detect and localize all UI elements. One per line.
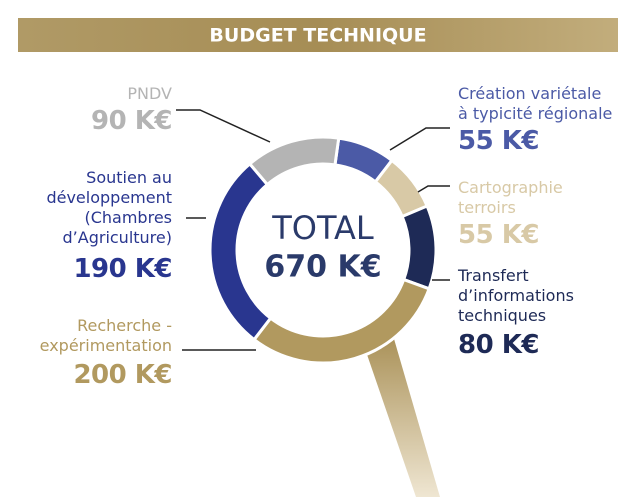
magnifier-handle — [362, 332, 440, 497]
total-value: 670 K€ — [264, 250, 381, 285]
segment-value: 55 K€ — [458, 126, 539, 156]
segment-label: Recherche - expérimentation — [39, 316, 172, 355]
chart-title: BUDGET TECHNIQUE — [209, 25, 426, 47]
leader-line — [389, 127, 450, 151]
leader-line — [176, 109, 271, 143]
donut — [208, 135, 438, 365]
donut-segment — [247, 135, 341, 187]
segment-label: Transfert d’informations techniques — [458, 266, 574, 325]
segment-label: Soutien au développement (Chambres d’Agr… — [46, 168, 172, 247]
segment-value: 200 K€ — [73, 360, 172, 390]
segment-value: 80 K€ — [458, 330, 539, 360]
total-title: TOTAL — [271, 209, 374, 247]
leader-line — [417, 185, 450, 193]
segment-label: PNDV — [127, 84, 172, 103]
donut-segment — [208, 161, 273, 342]
segment-value: 90 K€ — [91, 106, 172, 136]
donut-segment — [252, 277, 432, 365]
segment-label: Cartographie terroirs — [458, 178, 563, 217]
segment-value: 190 K€ — [73, 254, 172, 284]
leader-lines — [176, 109, 450, 351]
segment-label: Création variétale à typicité régionale — [458, 84, 613, 123]
title-banner — [18, 18, 618, 52]
donut-segment — [400, 204, 438, 291]
segment-value: 55 K€ — [458, 220, 539, 250]
